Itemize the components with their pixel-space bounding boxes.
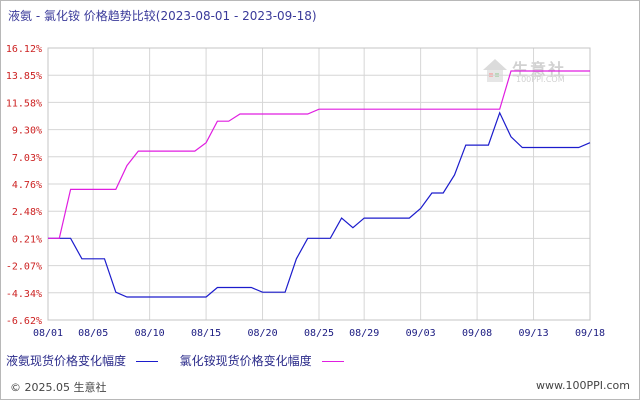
legend-item-ammonium-chloride: 氯化铵现货价格变化幅度 (180, 352, 344, 369)
legend-item-ammonia: 液氨现货价格变化幅度 (6, 352, 158, 369)
x-tick-label: 09/18 (575, 328, 605, 339)
y-tick-label: -2.07% (6, 262, 42, 273)
x-tick-label: 09/08 (462, 328, 492, 339)
x-tick-label: 08/29 (349, 328, 379, 339)
legend-swatch (135, 361, 158, 362)
y-tick-label: 11.58% (6, 98, 42, 109)
x-tick-label: 08/20 (247, 328, 277, 339)
series-line-ammonia (48, 111, 591, 298)
y-tick-label: -4.34% (6, 289, 42, 300)
copyright: © 2025.05 生意社 (10, 381, 107, 394)
x-tick-label: 08/05 (78, 328, 108, 339)
chart-title: 液氨 - 氯化铵 价格趋势比较(2023-08-01 - 2023-09-18) (8, 9, 317, 23)
site-url: www.100PPI.com (536, 379, 630, 392)
grid (47, 47, 591, 321)
legend: 液氨现货价格变化幅度 氯化铵现货价格变化幅度 (6, 352, 362, 369)
x-tick-label: 08/01 (33, 328, 63, 339)
y-tick-label: 13.85% (6, 71, 42, 82)
legend-swatch (321, 361, 344, 362)
x-tick-label: 08/15 (191, 328, 221, 339)
watermark-url: 100PPI.COM (516, 75, 565, 84)
x-tick-label: 09/13 (518, 328, 548, 339)
watermark-brand: 生意社 (512, 60, 567, 79)
plot-border (47, 47, 591, 321)
y-tick-label: 0.21% (12, 234, 42, 245)
line-chart: 16.12% 13.85% 11.58% 9.30% 7.03% 4.76% 2.48% 0.… (6, 44, 605, 339)
y-tick-label: -6.62% (6, 316, 42, 327)
y-tick-label: 9.30% (12, 126, 42, 137)
x-axis-ticks: 08/01 08/05 08/10 08/15 08/20 08/25 08/29 09/03… (33, 328, 605, 339)
watermark-logo: 生意社 100PPI.COM (480, 56, 590, 90)
y-tick-label: 7.03% (12, 153, 42, 164)
x-tick-label: 08/25 (304, 328, 334, 339)
series-line-ammonium-chloride (48, 70, 590, 239)
y-tick-label: 4.76% (12, 180, 42, 191)
y-tick-label: 2.48% (12, 207, 42, 218)
legend-label: 液氨现货价格变化幅度 (6, 354, 127, 368)
y-tick-label: 16.12% (6, 44, 42, 55)
legend-label: 氯化铵现货价格变化幅度 (179, 354, 312, 368)
x-tick-label: 09/03 (406, 328, 436, 339)
series-lines (48, 70, 591, 298)
y-axis-ticks: 16.12% 13.85% 11.58% 9.30% 7.03% 4.76% 2.48% 0.… (6, 44, 42, 327)
x-tick-label: 08/10 (135, 328, 165, 339)
